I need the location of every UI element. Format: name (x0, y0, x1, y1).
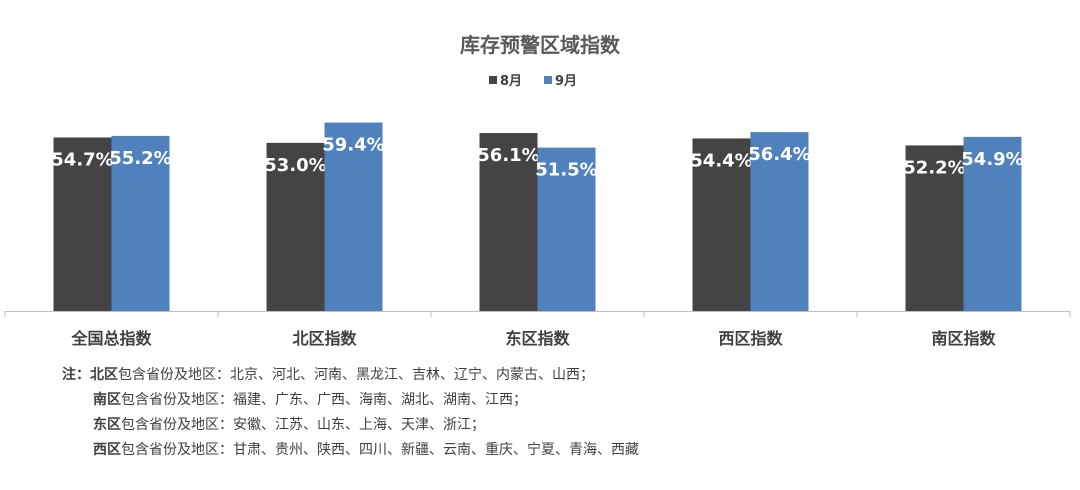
bar-aug-1 (266, 142, 325, 311)
footnote-suffix: 包含省份及地区： (121, 417, 233, 433)
bar-sep-2 (537, 147, 596, 311)
data-label-sep-1: 59.4% (322, 135, 384, 156)
footnote-suffix: 包含省份及地区： (121, 392, 233, 408)
legend-swatch-sep (544, 76, 552, 84)
footnote-region: 北区 (90, 367, 118, 383)
x-tick-label: 北区指数 (292, 329, 357, 348)
data-label-aug-2: 56.1% (477, 145, 539, 166)
footnote-line: 南区包含省份及地区：福建、广东、广西、海南、湖北、湖南、江西； (62, 388, 639, 413)
footnote-line: 注：北区包含省份及地区：北京、河北、河南、黑龙江、吉林、辽宁、内蒙古、山西； (62, 363, 639, 388)
footnote-provinces: 福建、广东、广西、海南、湖北、湖南、江西； (233, 392, 527, 408)
data-label-sep-0: 55.2% (109, 148, 171, 169)
x-tick-label: 全国总指数 (70, 329, 152, 348)
data-label-aug-4: 52.2% (903, 157, 965, 178)
footnote-line: 东区包含省份及地区：安徽、江苏、山东、上海、天津、浙江； (62, 413, 639, 438)
bar-sep-1 (324, 122, 383, 311)
footnote-suffix: 包含省份及地区： (121, 442, 233, 458)
bar-aug-4 (905, 145, 964, 311)
footnote-provinces: 安徽、江苏、山东、上海、天津、浙江； (233, 417, 485, 433)
bar-aug-3 (692, 138, 751, 311)
footnote-prefix: 注： (62, 367, 90, 383)
chart-title: 库存预警区域指数 (460, 33, 621, 57)
footnote-provinces: 甘肃、贵州、陕西、四川、新疆、云南、重庆、宁夏、青海、西藏 (233, 442, 639, 458)
footnote-region: 南区 (93, 392, 121, 408)
legend: 8月 9月 (489, 74, 577, 89)
data-label-aug-3: 54.4% (690, 150, 752, 171)
bar-sep-3 (750, 132, 809, 311)
x-tick-label: 西区指数 (718, 329, 783, 348)
x-axis: 全国总指数 北区指数 东区指数 西区指数 南区指数 (4, 311, 1071, 348)
bar-sep-4 (963, 136, 1022, 311)
bar-aug-0 (53, 137, 112, 311)
data-label-aug-0: 54.7% (51, 149, 113, 170)
footnote-line: 西区包含省份及地区：甘肃、贵州、陕西、四川、新疆、云南、重庆、宁夏、青海、西藏 (62, 438, 639, 463)
legend-label-sep: 9月 (555, 74, 577, 89)
legend-swatch-aug (489, 76, 497, 84)
bar-aug-2 (479, 133, 538, 311)
bar-sep-0 (111, 135, 170, 311)
data-label-sep-2: 51.5% (535, 160, 597, 181)
data-label-sep-4: 54.9% (961, 149, 1023, 170)
footnote-region: 东区 (93, 417, 121, 433)
footnote: 注：北区包含省份及地区：北京、河北、河南、黑龙江、吉林、辽宁、内蒙古、山西； 南区… (62, 363, 639, 463)
x-tick-label: 南区指数 (931, 329, 996, 348)
x-tick-label: 东区指数 (505, 329, 570, 348)
data-label-aug-1: 53.0% (264, 155, 326, 176)
legend-label-aug: 8月 (500, 74, 522, 89)
footnote-provinces: 北京、河北、河南、黑龙江、吉林、辽宁、内蒙古、山西； (230, 367, 594, 383)
footnote-suffix: 包含省份及地区： (118, 367, 230, 383)
bar-chart: 库存预警区域指数 8月 9月 54.7%55.2% 53.0%59.4% 56.1%5… (4, 33, 1071, 348)
data-label-sep-3: 56.4% (748, 144, 810, 165)
footnote-region: 西区 (93, 442, 121, 458)
bars-group: 54.7%55.2% 53.0%59.4% 56.1%51.5% 54.4%56.4%… (51, 122, 1024, 311)
